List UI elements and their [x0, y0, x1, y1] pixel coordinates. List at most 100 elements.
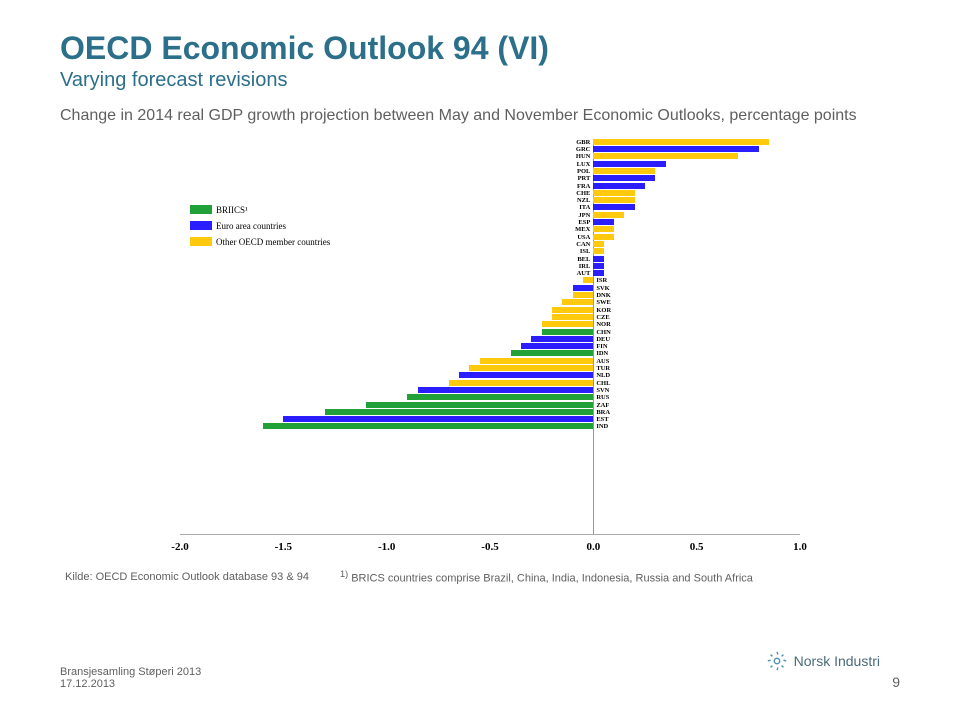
- bar-row: ZAF: [180, 402, 800, 409]
- country-label: JPN: [578, 212, 590, 219]
- footnote-marker: 1): [340, 569, 348, 579]
- bar-row: AUT: [180, 270, 800, 277]
- bar-row: POL: [180, 168, 800, 175]
- chart-description: Change in 2014 real GDP growth projectio…: [60, 106, 900, 127]
- bar-row: DEU: [180, 336, 800, 343]
- logo-text: Norsk Industri: [794, 653, 880, 669]
- bar: [593, 212, 624, 218]
- country-label: CHL: [596, 380, 610, 387]
- bar: [366, 402, 593, 408]
- bar: [407, 394, 593, 400]
- country-label: CAN: [576, 241, 590, 248]
- bar-row: CAN: [180, 241, 800, 248]
- country-label: IDN: [596, 350, 608, 357]
- country-label: RUS: [596, 394, 609, 401]
- country-label: EST: [596, 416, 608, 423]
- country-label: POL: [577, 168, 590, 175]
- bar-row: MEX: [180, 226, 800, 233]
- country-label: MEX: [575, 226, 590, 233]
- bar-row: NZL: [180, 197, 800, 204]
- x-tick-label: -1.0: [378, 541, 395, 553]
- footer-event: Bransjesamling Støperi 2013: [60, 666, 201, 678]
- x-tick-label: -2.0: [171, 541, 188, 553]
- country-label: IRL: [579, 263, 591, 270]
- bar-row: BRA: [180, 409, 800, 416]
- bar: [573, 292, 594, 298]
- bar: [573, 285, 594, 291]
- footer-date: 17.12.2013: [60, 678, 201, 690]
- gear-icon: [766, 650, 788, 672]
- footnote: 1) BRICS countries comprise Brazil, Chin…: [340, 569, 900, 586]
- bar: [593, 197, 634, 203]
- bar: [593, 204, 634, 210]
- x-tick-label: 1.0: [793, 541, 807, 553]
- country-label: KOR: [596, 307, 611, 314]
- bar: [511, 350, 594, 356]
- country-label: CHN: [596, 329, 610, 336]
- country-label: FIN: [596, 343, 607, 350]
- bar: [593, 153, 738, 159]
- country-label: NOR: [596, 321, 610, 328]
- bar: [593, 226, 614, 232]
- bar: [593, 175, 655, 181]
- bar: [325, 409, 594, 415]
- country-label: IND: [596, 423, 608, 430]
- bar-row: FIN: [180, 343, 800, 350]
- bar-row: IND: [180, 423, 800, 430]
- country-label: CHE: [576, 190, 590, 197]
- bar: [552, 314, 593, 320]
- bar: [552, 307, 593, 313]
- bar: [531, 336, 593, 342]
- bar-row: ESP: [180, 219, 800, 226]
- footer: Bransjesamling Støperi 2013 17.12.2013: [60, 666, 201, 690]
- bar-row: SVK: [180, 285, 800, 292]
- bar: [583, 277, 593, 283]
- bar-row: SVN: [180, 387, 800, 394]
- bar: [263, 423, 594, 429]
- bar: [449, 380, 594, 386]
- bar-row: CHN: [180, 329, 800, 336]
- bar: [593, 219, 614, 225]
- country-label: SVK: [596, 285, 609, 292]
- country-label: TUR: [596, 365, 610, 372]
- bar: [593, 270, 603, 276]
- bar: [593, 256, 603, 262]
- bar: [542, 321, 594, 327]
- bar: [593, 234, 614, 240]
- bar-row: LUX: [180, 161, 800, 168]
- bar-row: DNK: [180, 292, 800, 299]
- bar: [593, 241, 603, 247]
- country-label: LUX: [577, 161, 591, 168]
- bar-row: PRT: [180, 175, 800, 182]
- bar-row: EST: [180, 416, 800, 423]
- country-label: ISL: [580, 248, 590, 255]
- country-label: ITA: [579, 204, 590, 211]
- bar: [521, 343, 593, 349]
- logo: Norsk Industri: [766, 650, 880, 672]
- x-axis: -2.0-1.5-1.0-0.50.00.51.0: [180, 541, 800, 561]
- bar-chart: BRIICS¹Euro area countriesOther OECD mem…: [140, 135, 820, 565]
- bar-row: RUS: [180, 394, 800, 401]
- bar-row: HUN: [180, 153, 800, 160]
- bar-row: NLD: [180, 372, 800, 379]
- country-label: SWE: [596, 299, 610, 306]
- page-subtitle: Varying forecast revisions: [60, 69, 900, 92]
- bar: [480, 358, 594, 364]
- x-tick-label: -0.5: [481, 541, 498, 553]
- bar: [593, 190, 634, 196]
- country-label: ESP: [578, 219, 590, 226]
- country-label: AUS: [596, 358, 609, 365]
- bar-row: SWE: [180, 299, 800, 306]
- bar-row: CHL: [180, 380, 800, 387]
- bar: [593, 248, 603, 254]
- country-label: NZL: [577, 197, 590, 204]
- bar-row: IDN: [180, 350, 800, 357]
- bar-row: ISL: [180, 248, 800, 255]
- country-label: NLD: [596, 372, 610, 379]
- bar-row: JPN: [180, 212, 800, 219]
- bar: [283, 416, 593, 422]
- x-tick-label: -1.5: [275, 541, 292, 553]
- bar: [593, 183, 645, 189]
- x-tick-label: 0.5: [690, 541, 704, 553]
- bar-row: FRA: [180, 183, 800, 190]
